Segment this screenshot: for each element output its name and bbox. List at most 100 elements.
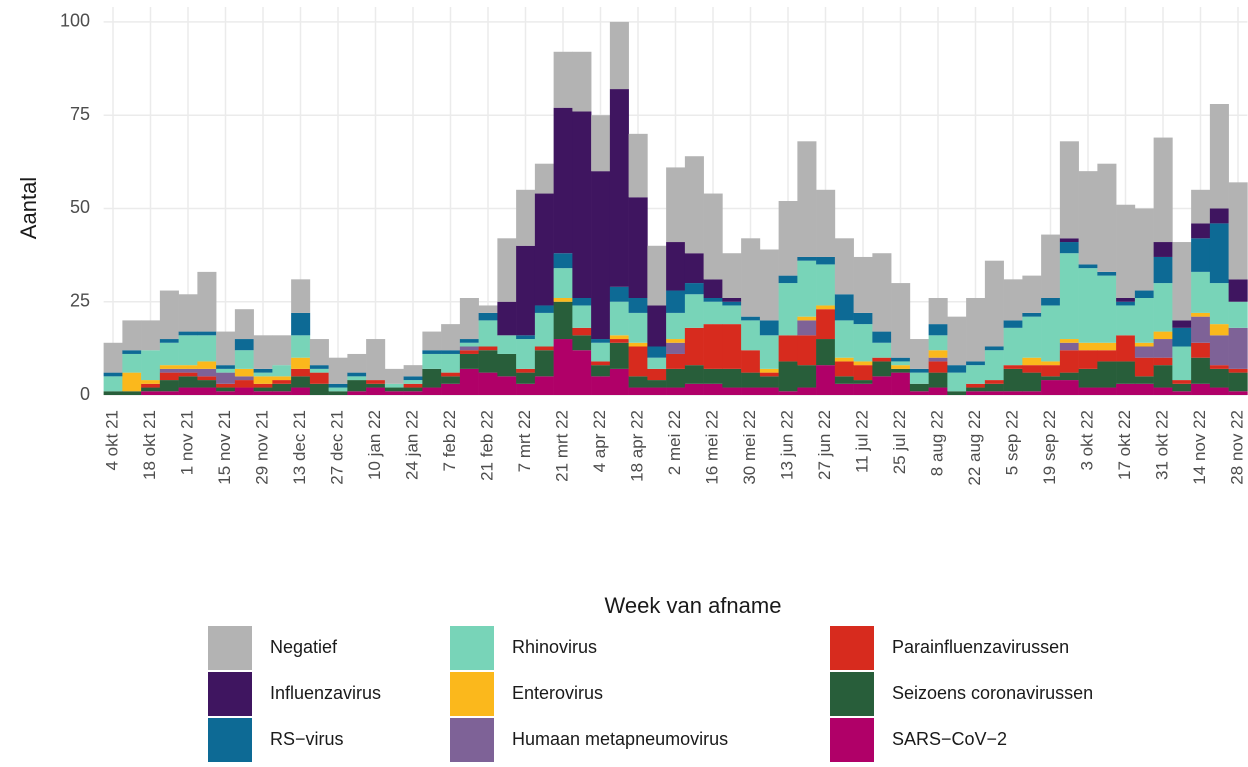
legend-label: RS−virus — [270, 729, 344, 749]
bar-segment — [797, 335, 817, 366]
bar-segment — [234, 309, 254, 340]
bar-segment — [234, 376, 254, 381]
bar-segment — [347, 380, 367, 392]
bar-segment — [872, 331, 892, 343]
bar-segment — [1078, 368, 1098, 388]
bar-segment — [216, 368, 236, 373]
bar-segment — [628, 346, 648, 377]
legend-key — [450, 626, 494, 670]
bar-segment — [103, 342, 123, 373]
bar-segment — [516, 383, 536, 395]
bar-segment — [684, 327, 704, 366]
x-tick-label: 22 aug 22 — [965, 410, 984, 486]
bar-segment — [159, 372, 179, 381]
bar-segment — [159, 368, 179, 373]
x-tick-label: 17 okt 22 — [1115, 410, 1134, 480]
x-tick-label: 10 jan 22 — [365, 410, 384, 480]
bar-segment — [684, 253, 704, 284]
bar-segment — [216, 391, 236, 395]
bar-segment — [1041, 376, 1061, 381]
x-axis-title: Week van afname — [605, 593, 782, 618]
bar-segment — [1003, 368, 1023, 392]
bar-segment — [984, 380, 1004, 384]
y-tick-label: 0 — [80, 384, 90, 404]
bar-segment — [309, 339, 329, 366]
legend-label: Rhinovirus — [512, 637, 597, 657]
y-tick-label: 25 — [70, 290, 90, 310]
bar-segment — [347, 372, 367, 377]
bar-segment — [1041, 234, 1061, 298]
bar-segment — [403, 387, 423, 392]
bar-segment — [497, 353, 517, 377]
bar-segment — [234, 387, 254, 395]
bar-segment — [591, 342, 611, 362]
bar-segment — [984, 383, 1004, 392]
bar-segment — [197, 271, 217, 332]
bar-segment — [347, 376, 367, 381]
bar-segment — [1228, 279, 1248, 302]
bar-segment — [1172, 320, 1192, 328]
bar-segment — [647, 305, 667, 347]
bar-segment — [591, 339, 611, 343]
bar-segment — [797, 141, 817, 257]
bar-segment — [1153, 339, 1173, 358]
bar-segment — [1116, 301, 1136, 306]
x-tick-label: 14 nov 22 — [1190, 410, 1209, 485]
bar-segment — [478, 346, 498, 351]
legend-key — [830, 718, 874, 762]
bar-segment — [816, 264, 836, 306]
bar-segment — [1059, 242, 1079, 254]
bar-segment — [928, 387, 948, 395]
bar-segment — [534, 312, 554, 347]
bar-segment — [966, 383, 986, 388]
bar-segment — [684, 156, 704, 254]
bar-segment — [891, 283, 911, 358]
bar-segment — [141, 380, 161, 384]
x-tick-label: 16 mei 22 — [702, 410, 721, 485]
y-tick-label: 75 — [70, 104, 90, 124]
x-tick-label: 3 okt 22 — [1077, 410, 1096, 471]
bar-segment — [1022, 365, 1042, 373]
bar-segment — [628, 312, 648, 343]
x-tick-label: 11 jul 22 — [852, 410, 871, 473]
legend-label: Parainfluenzavirussen — [892, 637, 1069, 657]
bar-segment — [1041, 380, 1061, 395]
bar-segment — [1191, 312, 1211, 317]
bar-segment — [891, 372, 911, 395]
bar-segment — [891, 365, 911, 369]
bar-segment — [1078, 350, 1098, 369]
bar-segment — [459, 346, 479, 351]
bar-segment — [572, 111, 592, 298]
bar-segment — [666, 342, 686, 354]
bar-segment — [534, 193, 554, 306]
bar-segment — [1153, 357, 1173, 366]
bar-segment — [1172, 327, 1192, 347]
bar-segment — [947, 316, 967, 366]
bar-segment — [628, 387, 648, 395]
bar-segment — [291, 279, 311, 313]
bar-segment — [1191, 189, 1211, 224]
bar-segment — [384, 368, 404, 384]
bar-segment — [1209, 335, 1229, 366]
bar-segment — [422, 350, 442, 354]
bar-segment — [722, 387, 742, 395]
bar-segment — [591, 376, 611, 395]
bar-segment — [1078, 342, 1098, 351]
bar-segment — [534, 376, 554, 395]
legend-key — [208, 672, 252, 716]
bar-segment — [178, 365, 198, 369]
bar-segment — [816, 189, 836, 257]
bar-segment — [609, 368, 629, 395]
bar-segment — [234, 339, 254, 351]
bar-segment — [553, 339, 573, 395]
bar-segment — [534, 305, 554, 313]
x-tick-label: 8 aug 22 — [927, 410, 946, 476]
bar-segment — [834, 361, 854, 377]
bar-segment — [703, 279, 723, 298]
bar-segment — [478, 320, 498, 347]
bar-segment — [291, 312, 311, 336]
bar-segment — [797, 320, 817, 336]
bar-segment — [216, 372, 236, 384]
bar-segment — [159, 290, 179, 340]
bar-segment — [984, 346, 1004, 351]
